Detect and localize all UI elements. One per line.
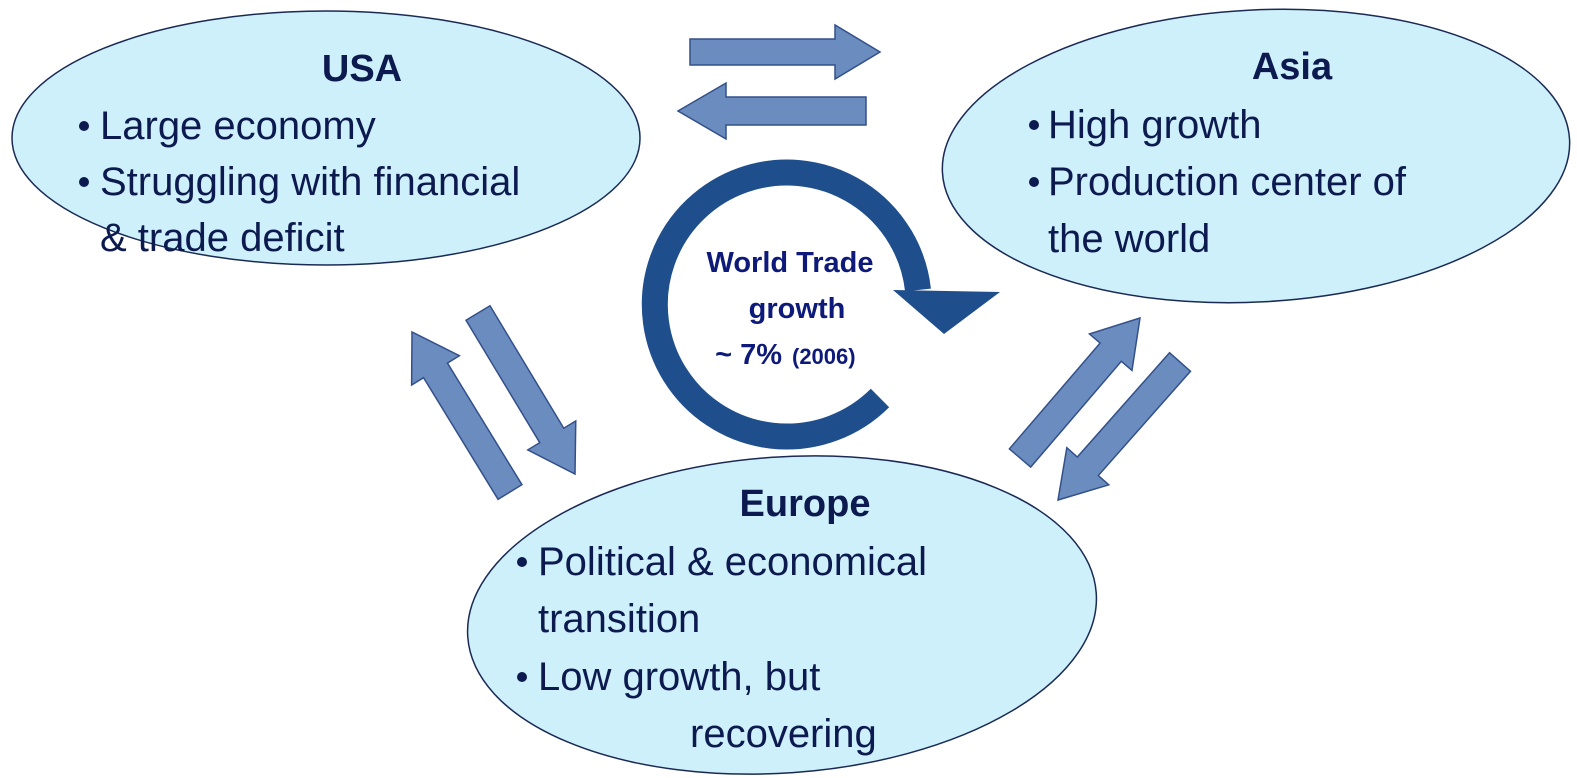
bullet-text: Struggling with financial: [100, 160, 520, 204]
bullet-text: the world: [1048, 217, 1210, 261]
cycle-arrow: [641, 159, 1000, 450]
bullet-dot: [517, 672, 527, 682]
block-arrow: [1057, 351, 1192, 502]
cycle-head: [893, 290, 1000, 334]
cycle-arc: [641, 159, 931, 450]
arrows: [410, 23, 1192, 502]
bullet-text: transition: [538, 597, 700, 641]
bullet-dot: [517, 557, 527, 567]
node-title: USA: [322, 48, 402, 90]
asia-ellipse: [941, 8, 1571, 304]
block-arrow: [689, 23, 882, 81]
block-arrow: [1008, 316, 1141, 469]
bullet-text: Low growth, but: [538, 655, 820, 699]
bullet-dot: [79, 121, 89, 131]
usa-ellipse: [11, 10, 641, 266]
block-arrow: [464, 304, 577, 476]
europe-ellipse: [466, 455, 1098, 775]
node-title: Asia: [1252, 46, 1333, 88]
bullet-dot: [79, 177, 89, 187]
center-text: (2006): [792, 344, 856, 369]
bullet-text: recovering: [690, 712, 877, 756]
bullet-text: Large economy: [100, 104, 376, 148]
bullet-dot: [1029, 120, 1039, 130]
node-title: Europe: [740, 483, 871, 525]
block-arrow: [676, 81, 867, 141]
bullet-text: High growth: [1048, 103, 1261, 147]
ellipses: [11, 8, 1571, 775]
center-text: growth: [749, 293, 846, 325]
block-arrow: [410, 330, 523, 501]
bullet-dot: [1029, 177, 1039, 187]
bullet-text: & trade deficit: [100, 216, 345, 260]
center-text: World Trade: [706, 247, 873, 279]
bullet-text: Political & economical: [538, 540, 927, 584]
bullet-text: Production center of: [1048, 160, 1407, 204]
center-text: ~ 7%: [715, 339, 782, 371]
